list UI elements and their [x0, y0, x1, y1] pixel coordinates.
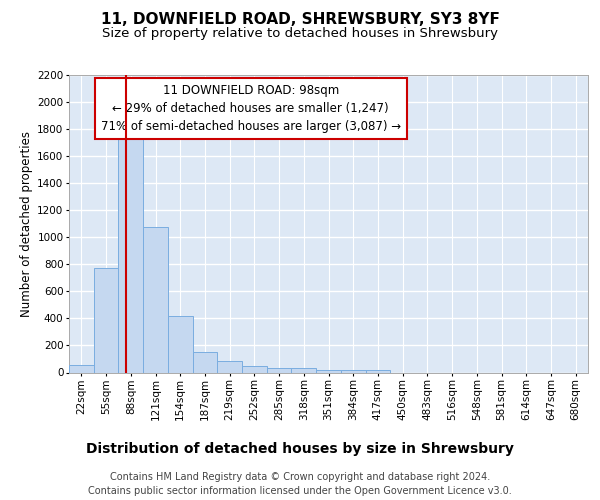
Bar — [292, 368, 316, 372]
Bar — [242, 366, 267, 372]
Bar — [193, 352, 217, 372]
Bar — [94, 268, 118, 372]
Bar — [69, 365, 94, 372]
Bar — [217, 361, 242, 372]
Y-axis label: Number of detached properties: Number of detached properties — [20, 130, 33, 317]
Bar — [143, 227, 168, 372]
Text: Contains public sector information licensed under the Open Government Licence v3: Contains public sector information licen… — [88, 486, 512, 496]
Bar — [168, 316, 193, 372]
Text: Distribution of detached houses by size in Shrewsbury: Distribution of detached houses by size … — [86, 442, 514, 456]
Text: Contains HM Land Registry data © Crown copyright and database right 2024.: Contains HM Land Registry data © Crown c… — [110, 472, 490, 482]
Text: 11, DOWNFIELD ROAD, SHREWSBURY, SY3 8YF: 11, DOWNFIELD ROAD, SHREWSBURY, SY3 8YF — [101, 12, 499, 28]
Bar — [341, 370, 365, 372]
Text: Size of property relative to detached houses in Shrewsbury: Size of property relative to detached ho… — [102, 28, 498, 40]
Bar — [365, 370, 390, 372]
Bar — [316, 370, 341, 372]
Bar — [267, 368, 292, 372]
Text: 11 DOWNFIELD ROAD: 98sqm
← 29% of detached houses are smaller (1,247)
71% of sem: 11 DOWNFIELD ROAD: 98sqm ← 29% of detach… — [101, 84, 401, 133]
Bar — [118, 136, 143, 372]
